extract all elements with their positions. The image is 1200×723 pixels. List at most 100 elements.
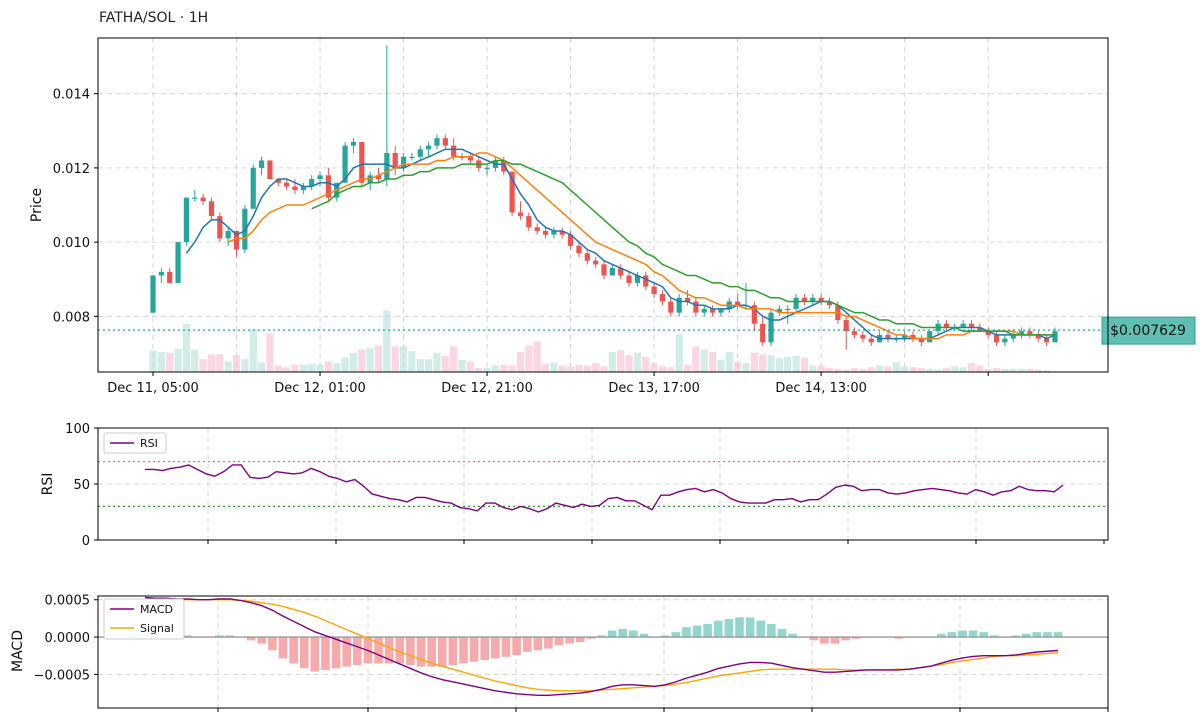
macd-histogram-bar bbox=[480, 637, 490, 661]
macd-histogram-bar bbox=[395, 637, 405, 664]
volume-bar bbox=[683, 364, 692, 372]
volume-bar bbox=[466, 361, 474, 372]
candle-body bbox=[851, 331, 858, 335]
volume-bar bbox=[633, 352, 642, 372]
candle-body bbox=[509, 171, 515, 213]
volume-bar bbox=[533, 341, 541, 372]
macd-histogram-bar bbox=[437, 637, 447, 667]
macd-histogram-bar bbox=[629, 630, 638, 638]
macd-histogram-bar bbox=[331, 637, 341, 669]
volume-bar bbox=[1001, 368, 1009, 372]
volume-bar bbox=[934, 369, 942, 372]
candle-body bbox=[350, 141, 357, 146]
volume-bar bbox=[734, 361, 742, 372]
candle-body bbox=[534, 227, 540, 231]
candle-body bbox=[375, 175, 382, 180]
volume-bar bbox=[308, 364, 316, 372]
macd-histogram-bar bbox=[554, 637, 564, 646]
candle-body bbox=[609, 268, 615, 276]
volume-bar bbox=[266, 333, 274, 372]
candle-body bbox=[618, 268, 624, 276]
volume-bar bbox=[784, 356, 792, 372]
volume-bar bbox=[500, 364, 508, 372]
volume-bar bbox=[458, 360, 466, 372]
candle-body bbox=[250, 167, 256, 209]
candle-body bbox=[442, 138, 448, 146]
candle-body bbox=[659, 294, 666, 302]
macd-line bbox=[144, 596, 1059, 697]
candle-body bbox=[426, 145, 432, 150]
price-ytick-label: 0.012 bbox=[53, 162, 90, 177]
volume-bar bbox=[675, 334, 683, 372]
volume-bar bbox=[717, 360, 725, 372]
volume-bar bbox=[541, 364, 550, 372]
volume-bar bbox=[984, 368, 992, 372]
volume-bar bbox=[600, 366, 608, 372]
candle-body bbox=[1002, 338, 1008, 343]
candle-body bbox=[584, 253, 590, 261]
candle-body bbox=[927, 331, 933, 343]
volume-bar bbox=[667, 367, 675, 372]
volume-bar bbox=[341, 357, 349, 372]
candle-body bbox=[167, 271, 173, 283]
macd-histogram-bar bbox=[1043, 632, 1052, 638]
macd-histogram-bar bbox=[756, 620, 766, 638]
volume-bar bbox=[291, 364, 299, 372]
volume-bar bbox=[508, 365, 516, 372]
volume-bar bbox=[399, 346, 408, 372]
volume-bar bbox=[775, 358, 783, 372]
volume-bar bbox=[274, 365, 282, 372]
volume-bar bbox=[283, 367, 291, 372]
candle-body bbox=[242, 208, 248, 250]
volume-bar bbox=[959, 367, 967, 372]
candle-body bbox=[434, 138, 440, 146]
volume-bar bbox=[408, 351, 416, 372]
volume-bar bbox=[850, 368, 859, 372]
volume-bar bbox=[191, 349, 199, 372]
candle-body bbox=[1010, 334, 1016, 339]
signal-legend-label: Signal bbox=[140, 622, 174, 635]
macd-histogram-bar bbox=[406, 637, 415, 665]
candle-body bbox=[985, 331, 991, 335]
candle-body bbox=[1052, 331, 1058, 343]
macd-histogram-bar bbox=[713, 620, 723, 638]
volume-bar bbox=[1017, 368, 1026, 372]
volume-bar bbox=[174, 348, 182, 372]
macd-histogram-bar bbox=[246, 637, 256, 641]
macd-histogram-bar bbox=[289, 637, 298, 664]
volume-bar bbox=[516, 352, 525, 372]
macd-histogram-bar bbox=[215, 635, 224, 638]
candle-body bbox=[651, 286, 657, 295]
price-frame bbox=[97, 37, 1109, 373]
macd-histogram-bar bbox=[469, 637, 479, 662]
candle-body bbox=[818, 297, 824, 302]
volume-bar bbox=[575, 364, 583, 372]
price-ytick-label: 0.008 bbox=[53, 310, 90, 325]
candle-body bbox=[826, 301, 833, 306]
candle-body bbox=[684, 297, 691, 302]
volume-bar bbox=[725, 352, 733, 372]
macd-histogram-bar bbox=[947, 632, 957, 638]
price-plot-area bbox=[98, 38, 1108, 372]
macd-histogram-bar bbox=[777, 628, 787, 638]
macd-histogram-bar bbox=[1021, 633, 1031, 638]
price-xtick-label: Dec 12, 21:00 bbox=[441, 381, 533, 396]
candle-body bbox=[409, 156, 415, 158]
macd-histogram-bar bbox=[809, 637, 819, 641]
candle-body bbox=[785, 308, 791, 311]
candle-body bbox=[175, 242, 181, 283]
volume-bar bbox=[800, 357, 809, 372]
candle-body bbox=[317, 175, 323, 180]
volume-bar bbox=[216, 354, 224, 372]
volume-bar bbox=[884, 366, 892, 372]
volume-bar bbox=[834, 368, 842, 372]
candle-body bbox=[542, 230, 549, 235]
volume-bar bbox=[249, 328, 257, 372]
macd-histogram-bar bbox=[268, 637, 277, 651]
volume-bar bbox=[566, 366, 575, 372]
rsi-ytick-label: 50 bbox=[73, 478, 90, 493]
volume-bar bbox=[149, 350, 157, 372]
volume-bar bbox=[892, 362, 900, 372]
macd-histogram-bar bbox=[353, 637, 362, 665]
